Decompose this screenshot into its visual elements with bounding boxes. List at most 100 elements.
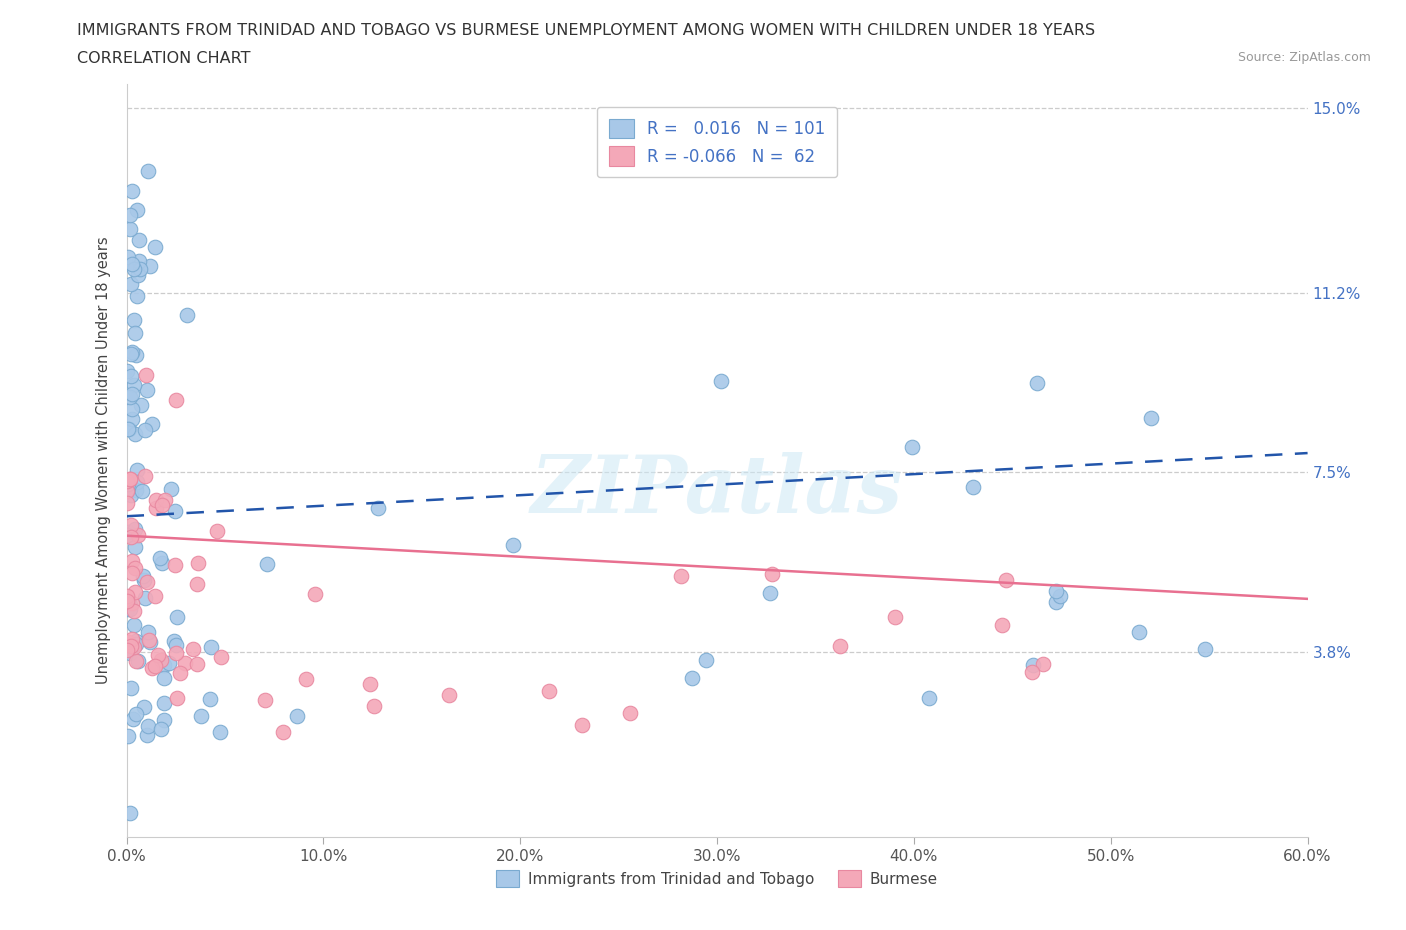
Point — [141, 417, 163, 432]
Point — [127, 654, 149, 669]
Point — [1139, 410, 1161, 425]
Legend: Immigrants from Trinidad and Tobago, Burmese: Immigrants from Trinidad and Tobago, Bur… — [491, 864, 943, 894]
Point — [122, 618, 145, 632]
Point — [125, 633, 148, 648]
Point — [129, 261, 152, 276]
Point — [115, 643, 138, 658]
Point — [187, 556, 209, 571]
Point — [254, 693, 277, 708]
Point — [1025, 375, 1047, 390]
Point — [207, 523, 229, 538]
Point — [153, 712, 176, 727]
Point — [165, 645, 187, 660]
Point — [200, 691, 222, 706]
Point — [186, 657, 208, 671]
Point — [129, 397, 152, 412]
Point — [124, 483, 146, 498]
Point — [134, 591, 156, 605]
Point — [122, 640, 145, 655]
Point — [127, 528, 149, 543]
Point — [135, 382, 157, 397]
Point — [176, 308, 198, 323]
Point — [571, 718, 593, 733]
Point — [132, 568, 155, 583]
Point — [166, 690, 188, 705]
Point — [121, 553, 143, 568]
Point — [285, 709, 308, 724]
Point — [118, 602, 141, 617]
Point — [115, 364, 138, 379]
Point — [537, 684, 560, 698]
Point — [124, 585, 146, 600]
Point — [134, 469, 156, 484]
Point — [165, 638, 187, 653]
Point — [127, 202, 149, 217]
Point — [118, 645, 141, 660]
Text: CORRELATION CHART: CORRELATION CHART — [77, 51, 250, 66]
Point — [115, 483, 138, 498]
Point — [120, 221, 142, 236]
Point — [682, 671, 704, 685]
Point — [120, 517, 142, 532]
Point — [145, 493, 167, 508]
Point — [149, 652, 172, 667]
Point — [115, 484, 138, 498]
Point — [295, 671, 318, 686]
Point — [121, 565, 143, 580]
Point — [363, 698, 385, 713]
Point — [695, 652, 717, 667]
Point — [115, 593, 138, 608]
Point — [138, 632, 160, 647]
Point — [209, 649, 232, 664]
Point — [125, 706, 148, 721]
Point — [437, 688, 460, 703]
Point — [1194, 642, 1216, 657]
Point — [124, 561, 146, 576]
Point — [120, 346, 142, 361]
Point — [138, 634, 160, 649]
Point — [132, 572, 155, 587]
Point — [502, 538, 524, 552]
Point — [135, 368, 157, 383]
Point — [367, 500, 389, 515]
Point — [918, 691, 941, 706]
Point — [165, 503, 187, 518]
Point — [153, 658, 176, 672]
Point — [115, 588, 138, 603]
Point — [271, 725, 294, 740]
Point — [120, 368, 142, 383]
Point — [134, 700, 156, 715]
Point — [163, 557, 186, 572]
Point — [149, 551, 172, 565]
Point — [121, 344, 143, 359]
Point — [121, 487, 143, 502]
Point — [136, 625, 159, 640]
Point — [181, 642, 204, 657]
Point — [120, 638, 142, 653]
Point — [115, 527, 138, 542]
Point — [169, 666, 191, 681]
Point — [139, 259, 162, 273]
Point — [143, 589, 166, 604]
Point — [117, 421, 139, 436]
Y-axis label: Unemployment Among Women with Children Under 18 years: Unemployment Among Women with Children U… — [96, 236, 111, 684]
Point — [1128, 625, 1150, 640]
Point — [121, 412, 143, 427]
Point — [138, 164, 160, 179]
Point — [153, 671, 176, 685]
Point — [1021, 664, 1043, 679]
Point — [125, 475, 148, 490]
Point — [304, 586, 326, 601]
Point — [127, 462, 149, 477]
Point — [125, 636, 148, 651]
Point — [990, 618, 1012, 632]
Point — [125, 348, 148, 363]
Point — [120, 598, 142, 613]
Point — [121, 401, 143, 416]
Point — [120, 805, 142, 820]
Point — [120, 276, 142, 291]
Text: IMMIGRANTS FROM TRINIDAD AND TOBAGO VS BURMESE UNEMPLOYMENT AMONG WOMEN WITH CHI: IMMIGRANTS FROM TRINIDAD AND TOBAGO VS B… — [77, 23, 1095, 38]
Point — [761, 566, 783, 581]
Point — [1032, 657, 1054, 671]
Point — [120, 529, 142, 544]
